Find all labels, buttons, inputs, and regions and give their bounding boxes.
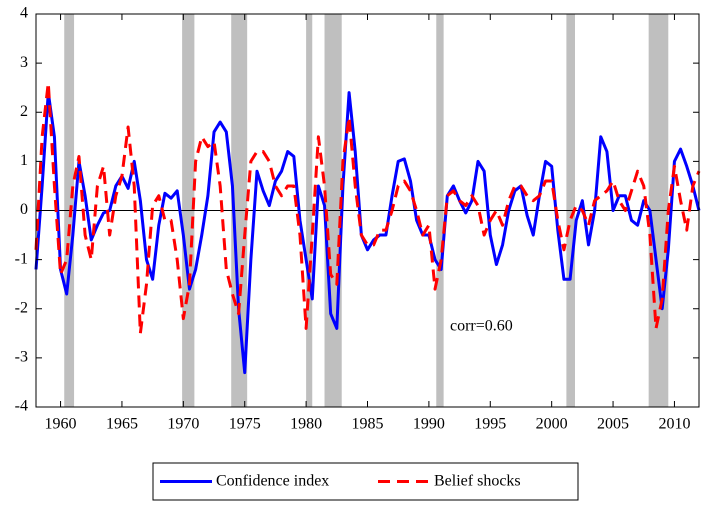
x-tick-label: 1970 <box>167 416 199 433</box>
y-tick-label: -4 <box>15 398 28 415</box>
x-tick-label: 2010 <box>658 416 690 433</box>
x-tick-label: 1975 <box>229 416 261 433</box>
x-tick-label: 1990 <box>413 416 445 433</box>
x-tick-label: 2005 <box>597 416 629 433</box>
x-tick-label: 1965 <box>106 416 138 433</box>
y-tick-label: -1 <box>15 250 28 267</box>
series-line <box>34 81 701 335</box>
y-tick-label: -2 <box>15 299 28 316</box>
x-tick-label: 1960 <box>45 416 77 433</box>
x-tick-label: 1985 <box>352 416 384 433</box>
y-tick-label: 3 <box>20 54 28 71</box>
y-tick-label: 1 <box>20 152 28 169</box>
y-tick-label: 0 <box>20 201 28 218</box>
x-tick-label: 2000 <box>536 416 568 433</box>
y-tick-label: 4 <box>20 5 28 22</box>
legend-label: Belief shocks <box>434 473 521 490</box>
annotation: corr=0.60 <box>450 318 513 335</box>
series-line <box>34 91 701 375</box>
x-tick-label: 1980 <box>290 416 322 433</box>
legend: Confidence index Belief shocks <box>152 462 579 501</box>
y-tick-label: -3 <box>15 349 28 366</box>
y-tick-label: 2 <box>20 103 28 120</box>
legend-box <box>152 462 579 501</box>
x-tick-label: 1995 <box>474 416 506 433</box>
legend-label: Confidence index <box>216 473 329 490</box>
